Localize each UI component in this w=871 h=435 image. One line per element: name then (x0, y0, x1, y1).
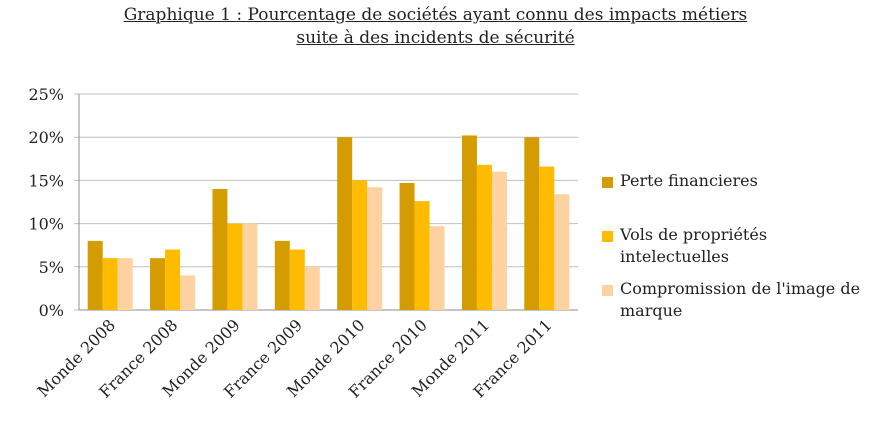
bar (165, 249, 181, 310)
bar (352, 180, 368, 310)
legend-item-vols: Vols de propriétés intelectuelles (602, 224, 862, 268)
bar (337, 137, 353, 310)
bar (212, 189, 228, 310)
chart-title-line-1: Graphique 1 : Pourcentage de sociétés ay… (123, 5, 748, 25)
y-tick-label: 0% (39, 301, 64, 320)
bar (150, 258, 166, 310)
bar (180, 275, 196, 310)
bar (554, 194, 570, 310)
bar (304, 266, 320, 310)
y-tick-label: 5% (39, 258, 64, 277)
bar (491, 171, 507, 310)
bar (102, 258, 118, 310)
legend-item-image: Compromission de l'image de marque (602, 278, 862, 322)
bar (539, 166, 555, 310)
legend-swatch-vols (602, 231, 613, 242)
legend-swatch-image (602, 285, 613, 296)
y-tick-label: 10% (28, 215, 64, 234)
bar (242, 223, 258, 310)
bar (227, 223, 243, 310)
legend-label-image: Compromission de l'image de marque (620, 279, 861, 320)
bar (289, 249, 305, 310)
bar (117, 258, 133, 310)
bar (414, 201, 430, 310)
bar (399, 182, 415, 310)
bar (461, 135, 477, 310)
bar (274, 240, 290, 310)
bar (367, 187, 383, 310)
chart-title: Graphique 1 : Pourcentage de sociétés ay… (0, 4, 871, 50)
bar (476, 164, 492, 310)
y-tick-label: 25% (28, 85, 64, 104)
chart-title-line-2: suite à des incidents de sécurité (296, 28, 575, 48)
y-tick-label: 20% (28, 128, 64, 147)
y-tick-label: 15% (28, 171, 64, 190)
chart-legend: Perte financieres Vols de propriétés int… (602, 170, 862, 322)
legend-label-vols: Vols de propriétés intelectuelles (620, 225, 768, 266)
bar (87, 240, 103, 310)
legend-item-pertes: Perte financieres (602, 170, 862, 192)
bar (429, 226, 445, 310)
bar (524, 137, 540, 310)
legend-label-pertes: Perte financieres (620, 171, 758, 190)
legend-swatch-pertes (602, 177, 613, 188)
